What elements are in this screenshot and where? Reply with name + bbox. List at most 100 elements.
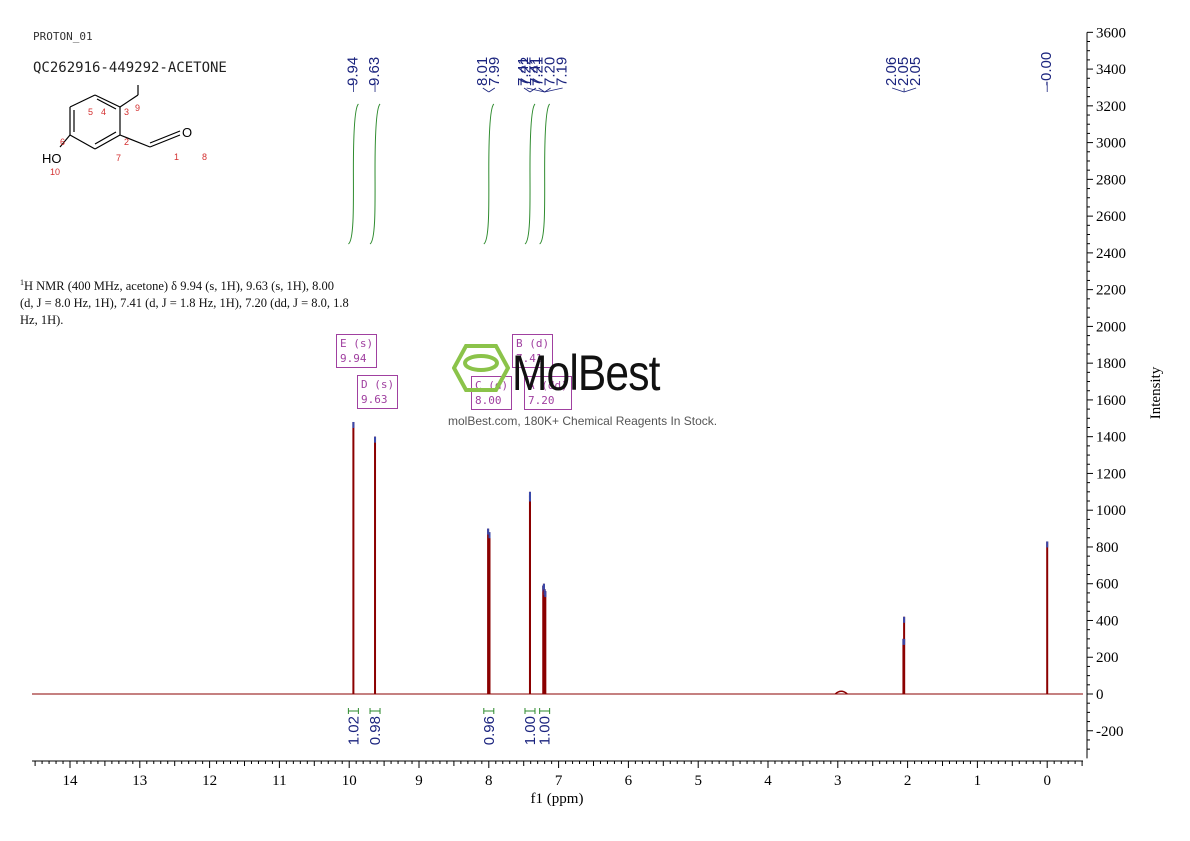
x-tick-label: 5	[694, 773, 702, 789]
x-tick-label: 11	[272, 773, 286, 789]
multiplet-box-b: B (d) 7.41	[512, 334, 554, 368]
peak-label-connector	[523, 87, 531, 93]
x-tick-label: 3	[834, 773, 842, 789]
integral-value: 1.00	[537, 716, 554, 745]
multiplet-label: E (s)	[340, 337, 374, 350]
y-tick-label: 200	[1096, 650, 1119, 666]
multiplet-shift: 9.94	[340, 352, 367, 365]
x-tick-label: 12	[202, 773, 217, 789]
x-tick-label: 6	[625, 773, 633, 789]
peak-label: 7.41	[527, 57, 544, 86]
y-tick-label: 600	[1096, 577, 1119, 593]
y-tick-label: 2800	[1096, 172, 1126, 188]
y-tick-label: 400	[1096, 613, 1119, 629]
y-tick-label: -200	[1096, 724, 1124, 740]
peak-label: 7.99	[486, 57, 503, 86]
peak-label-connector	[891, 87, 905, 93]
x-tick-label: 9	[415, 773, 423, 789]
y-tick-label: 1400	[1096, 430, 1126, 446]
integral-values: 1.02 0.98 0.96 1.001.00	[345, 708, 554, 745]
atom-label-3: 3	[124, 107, 129, 117]
peak-label: 2.06	[883, 57, 900, 86]
y-tick-label: 2200	[1096, 283, 1126, 299]
x-tick-label: 13	[132, 773, 147, 789]
peak-label: 7.22	[518, 57, 535, 86]
atom-label-6: 6	[60, 137, 65, 147]
peak-label: 9.94	[344, 57, 361, 86]
y-tick-label: 2400	[1096, 246, 1126, 262]
x-tick-label: 10	[342, 773, 357, 789]
y-axis-label: Intensity	[1148, 366, 1164, 419]
atom-label-4: 4	[101, 107, 106, 117]
atom-label-2: 2	[124, 137, 129, 147]
multiplet-label: D (s)	[361, 378, 395, 391]
peak-label: -0.00	[1038, 52, 1055, 86]
integral-curve	[539, 103, 551, 245]
y-tick-label: 1600	[1096, 393, 1126, 409]
integral-curve	[347, 103, 359, 245]
atom-label-5: 5	[88, 107, 93, 117]
nmr-description: 1H NMR (400 MHz, acetone) δ 9.94 (s, 1H)…	[20, 274, 350, 329]
peak-label: 7.19	[554, 57, 571, 86]
peak-label-connector	[526, 87, 545, 93]
molecule-structure: 4 3 2 1 5 6 7 8 9 10 I O HO	[42, 85, 207, 177]
y-tick-label: 3600	[1096, 25, 1126, 41]
multiplet-label: A (dd)	[528, 379, 568, 392]
multiplet-box-a: A (dd) 7.20	[524, 376, 572, 410]
y-tick-label: 3400	[1096, 62, 1126, 78]
integral-curves	[347, 103, 551, 245]
oxygen-label: O	[182, 125, 192, 140]
peak-label-connector	[544, 87, 551, 93]
y-tick-label: 1200	[1096, 466, 1126, 482]
y-tick-label: 2000	[1096, 319, 1126, 335]
multiplet-shift: 9.63	[361, 393, 388, 406]
peak-label-connector	[544, 87, 563, 93]
x-tick-label: 14	[63, 773, 79, 789]
y-tick-label: 1000	[1096, 503, 1126, 519]
iodine-label: I	[134, 85, 138, 86]
nmr-description-text: H NMR (400 MHz, acetone) δ 9.94 (s, 1H),…	[20, 279, 349, 328]
x-tick-label: 8	[485, 773, 493, 789]
atom-label-7: 7	[116, 153, 121, 163]
x-tick-label: 0	[1043, 773, 1051, 789]
x-axis-label: f1 (ppm)	[531, 791, 584, 807]
watermark-flask-icon	[452, 344, 510, 392]
y-tick-label: 1800	[1096, 356, 1126, 372]
peak-label-connector	[488, 87, 496, 93]
multiplet-label: B (d)	[516, 337, 550, 350]
integral-value: 1.02	[345, 716, 362, 745]
integral-curve	[524, 103, 536, 245]
peak-label: 7.20	[542, 57, 559, 86]
y-tick-label: 2600	[1096, 209, 1126, 225]
integral-value: 1.00	[522, 716, 539, 745]
y-tick-label: 800	[1096, 540, 1119, 556]
watermark-text: molBest.com, 180K+ Chemical Reagents In …	[448, 414, 718, 428]
integral-curve	[483, 103, 495, 245]
x-tick-label: 1	[974, 773, 982, 789]
integral-value: 0.98	[367, 716, 384, 745]
peak-label: 9.63	[366, 57, 383, 86]
peak-label: 7.21	[530, 57, 547, 86]
peak-label: 7.41	[515, 57, 532, 86]
x-axis: 14 13 12 11 10 9 8 7 6 5 4 3 2 1 0	[32, 760, 1083, 789]
integral-value: 0.96	[481, 716, 498, 745]
y-axis: 3600340032003000280026002400220020001800…	[1086, 25, 1126, 759]
multiplet-box-e: E (s) 9.94	[336, 334, 378, 368]
experiment-name: PROTON_01	[33, 30, 93, 43]
peak-label: 8.01	[474, 57, 491, 86]
nmr-superscript: 1	[20, 278, 24, 287]
multiplet-shift: 7.20	[528, 394, 555, 407]
sample-title: QC262916-449292-ACETONE	[33, 60, 227, 76]
integral-curve	[369, 103, 381, 245]
peak-label-connector	[529, 87, 537, 93]
watermark-logo: MolBest	[512, 345, 660, 401]
spectrum-peak	[834, 690, 848, 695]
peak-labels: 9.94 9.63 8.017.99 7.417.417.227.217.207.19…	[344, 52, 1055, 93]
atom-label-1: 1	[174, 152, 179, 162]
multiplet-shift: 8.00	[475, 394, 502, 407]
atom-label-8: 8	[202, 152, 207, 162]
peak-label: 2.05	[907, 57, 924, 86]
x-tick-label: 7	[555, 773, 563, 789]
peak-label-connector	[903, 87, 917, 93]
